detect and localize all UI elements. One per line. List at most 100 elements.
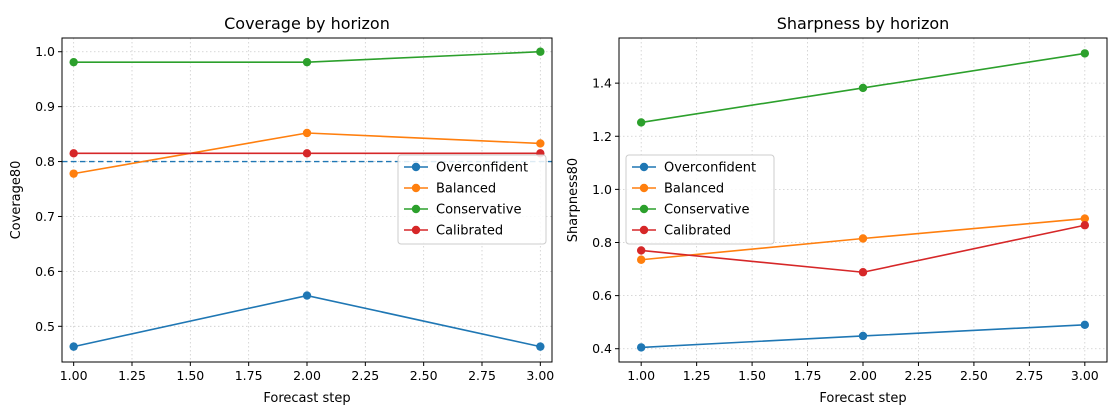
data-point <box>536 342 545 351</box>
legend-item-balanced: Balanced <box>404 182 496 197</box>
series-calibrated <box>69 149 545 158</box>
data-point <box>302 57 312 67</box>
data-point <box>636 255 646 264</box>
legend-item-conservative: Conservative <box>404 203 521 218</box>
x-tick-label: 1.00 <box>60 368 88 383</box>
legend-marker <box>639 162 649 172</box>
x-tick-label: 1.50 <box>176 368 204 383</box>
series-balanced <box>636 214 1090 264</box>
x-tick-label: 2.75 <box>468 368 496 383</box>
x-tick-label: 3.00 <box>526 368 554 383</box>
x-tick-label: 2.75 <box>1015 368 1043 383</box>
legend-item-balanced: Balanced <box>632 182 724 197</box>
y-axis-ticks: 0.5 0.6 0.7 0.8 0.9 1.0 <box>35 44 62 334</box>
y-axis-ticks: 0.4 0.6 0.8 1.0 1.2 1.4 <box>592 76 619 356</box>
x-tick-label: 1.00 <box>627 368 655 383</box>
legend-box <box>397 154 547 245</box>
series-balanced <box>69 128 545 178</box>
x-tick-label: 1.75 <box>794 368 822 383</box>
x-axis-ticks: 1.00 1.25 1.50 1.75 2.00 2.25 2.50 2.75 3.00 <box>60 362 554 383</box>
legend-label: Balanced <box>664 182 724 197</box>
x-tick-label: 2.00 <box>849 368 877 383</box>
x-tick-label: 1.50 <box>738 368 766 383</box>
legend-box <box>625 154 775 245</box>
x-tick-label: 3.00 <box>1071 368 1099 383</box>
x-tick-label: 2.50 <box>960 368 988 383</box>
y-tick-label: 0.7 <box>35 209 55 224</box>
data-point <box>1080 214 1090 223</box>
legend-item-conservative: Conservative <box>632 203 749 218</box>
legend-item-calibrated: Calibrated <box>404 224 503 239</box>
legend-label: Balanced <box>436 182 496 197</box>
data-point <box>302 128 312 138</box>
legend: Overconfident Balanced Conservative Calibra… <box>625 154 775 245</box>
series-conservative <box>69 47 545 67</box>
y-tick-label: 0.8 <box>35 154 55 169</box>
series-conservative <box>636 49 1090 127</box>
data-point <box>69 342 78 351</box>
x-tick-label: 2.00 <box>293 368 321 383</box>
data-point <box>1080 221 1090 230</box>
y-tick-label: 0.6 <box>592 288 612 303</box>
legend-label: Overconfident <box>436 161 528 176</box>
chart-panel-2: 1.00 1.25 1.50 1.75 2.00 2.25 2.50 2.75 3.000.40… <box>566 14 1108 406</box>
y-axis-label: Coverage80 <box>9 161 24 240</box>
data-point <box>69 169 78 178</box>
legend-marker <box>411 204 421 214</box>
legend-item-calibrated: Calibrated <box>632 224 731 239</box>
y-tick-label: 0.4 <box>592 341 612 356</box>
x-tick-label: 2.50 <box>410 368 438 383</box>
y-axis-label: Sharpness80 <box>566 158 581 242</box>
y-tick-label: 0.8 <box>592 235 612 250</box>
data-point <box>858 268 868 277</box>
data-point <box>636 118 646 127</box>
legend-item-overconfident: Overconfident <box>404 161 528 176</box>
series-calibrated <box>636 221 1090 277</box>
chart-title: Coverage by horizon <box>224 14 390 33</box>
x-axis-ticks: 1.00 1.25 1.50 1.75 2.00 2.25 2.50 2.75 3.00 <box>627 362 1099 383</box>
legend-label: Conservative <box>436 203 521 218</box>
x-tick-label: 2.25 <box>905 368 933 383</box>
series-overconfident <box>636 320 1090 352</box>
data-point <box>636 246 646 255</box>
data-point <box>636 343 646 352</box>
y-tick-label: 0.6 <box>35 264 55 279</box>
legend-marker <box>411 225 421 235</box>
data-point <box>858 234 868 243</box>
data-point <box>69 149 78 158</box>
x-axis-label: Forecast step <box>263 391 350 406</box>
x-tick-label: 2.25 <box>351 368 379 383</box>
chart-title: Sharpness by horizon <box>777 14 950 33</box>
y-tick-label: 1.0 <box>592 182 612 197</box>
x-tick-label: 1.25 <box>683 368 711 383</box>
legend-label: Overconfident <box>664 161 756 176</box>
data-point <box>858 331 868 341</box>
y-tick-label: 0.9 <box>35 99 55 114</box>
y-tick-label: 1.4 <box>592 76 612 91</box>
series-overconfident <box>69 291 545 351</box>
legend-label: Conservative <box>664 203 749 218</box>
y-tick-label: 1.0 <box>35 44 55 59</box>
data-point <box>1080 320 1090 330</box>
data-point <box>858 83 868 93</box>
legend-marker <box>639 225 649 235</box>
legend-item-overconfident: Overconfident <box>632 161 756 176</box>
data-point <box>302 149 312 158</box>
y-tick-label: 0.5 <box>35 319 55 334</box>
data-point <box>69 57 78 67</box>
y-tick-label: 1.2 <box>592 129 612 144</box>
legend-marker <box>639 183 649 193</box>
x-tick-label: 1.75 <box>235 368 263 383</box>
legend-label: Calibrated <box>664 224 731 239</box>
chart-panel-1: 1.00 1.25 1.50 1.75 2.00 2.25 2.50 2.75 3.000.50… <box>9 14 554 406</box>
legend-label: Calibrated <box>436 224 503 239</box>
data-point <box>536 139 545 148</box>
x-tick-label: 1.25 <box>118 368 146 383</box>
legend-marker <box>411 162 421 172</box>
data-point <box>302 291 312 300</box>
legend: Overconfident Balanced Conservative Calibra… <box>397 154 547 245</box>
x-axis-label: Forecast step <box>819 391 906 406</box>
legend-marker <box>639 204 649 214</box>
legend-marker <box>411 183 421 193</box>
